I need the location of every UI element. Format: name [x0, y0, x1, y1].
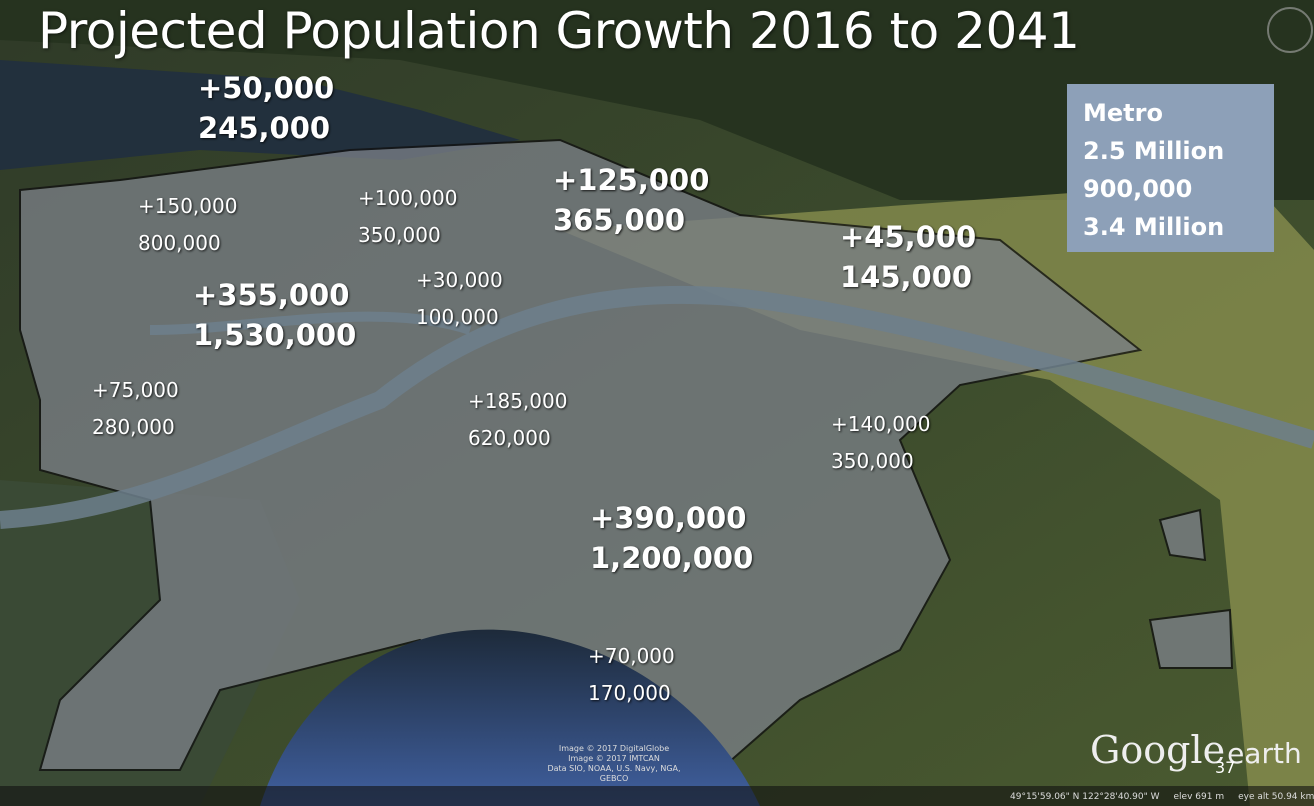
credits: Image © 2017 DigitalGlobe Image © 2017 I… — [534, 744, 694, 784]
region-population: 145,000 — [840, 260, 973, 294]
eye-altitude: eye alt 50.94 km — [1238, 792, 1314, 802]
region-growth: +30,000 — [416, 268, 503, 292]
credit: Data SIO, NOAA, U.S. Navy, NGA, GEBCO — [547, 764, 681, 783]
region-label: +100,000 350,000 — [358, 180, 457, 254]
region-label: +70,000 170,000 — [588, 638, 675, 712]
region-label: +390,000 1,200,000 — [590, 498, 753, 578]
region-label: +355,000 1,530,000 — [193, 275, 356, 355]
region-population: 350,000 — [831, 449, 914, 473]
region-growth: +125,000 — [553, 163, 710, 197]
region-growth: +100,000 — [358, 186, 458, 210]
logo-brand: Google — [1090, 728, 1226, 772]
farmland — [560, 180, 1314, 806]
status-bar: 49°15'59.06" N 122°28'40.90" W elev 691 m… — [1010, 792, 1314, 802]
region-growth: +150,000 — [138, 194, 238, 218]
credit: Image © 2017 IMTCAN — [568, 754, 660, 763]
region-label: +185,000 620,000 — [468, 383, 567, 457]
region-population: 350,000 — [358, 223, 441, 247]
region-growth: +45,000 — [840, 220, 977, 254]
region-growth: +390,000 — [590, 501, 747, 535]
urban-area — [1158, 508, 1207, 562]
elevation: elev 691 m — [1173, 792, 1225, 802]
logo-product: earth — [1227, 737, 1302, 770]
region-label: +140,000 350,000 — [831, 406, 930, 480]
coordinates: 49°15'59.06" N 122°28'40.90" W — [1010, 792, 1160, 802]
nav-control[interactable] — [1267, 7, 1313, 53]
urban-area — [1148, 608, 1234, 669]
region-growth: +70,000 — [588, 644, 675, 668]
region-label: +150,000 800,000 — [138, 188, 237, 262]
region-growth: +50,000 — [198, 71, 335, 105]
inlet — [0, 60, 520, 170]
mountains — [0, 0, 1314, 200]
status-bar-bg — [0, 786, 1314, 806]
region-growth: +140,000 — [831, 412, 931, 436]
region-population: 800,000 — [138, 231, 221, 255]
region-population: 1,530,000 — [193, 318, 357, 352]
river — [149, 311, 472, 335]
region-growth: +75,000 — [92, 378, 179, 402]
metro-label: Metro — [1083, 99, 1163, 127]
region-label: +30,000 100,000 — [416, 262, 503, 336]
region-population: 245,000 — [198, 111, 331, 145]
region-growth: +185,000 — [468, 389, 568, 413]
region-label: +75,000 280,000 — [92, 372, 179, 446]
river — [0, 285, 1314, 529]
region-population: 170,000 — [588, 681, 671, 705]
region-label: +50,000 245,000 — [198, 68, 334, 148]
metro-line: 900,000 — [1083, 175, 1193, 203]
metro-line: 2.5 Million — [1083, 137, 1225, 165]
region-population: 365,000 — [553, 203, 686, 237]
region-label: +45,000 145,000 — [840, 217, 976, 297]
region-population: 1,200,000 — [590, 541, 754, 575]
logo: Googleearth — [1090, 728, 1302, 772]
bay — [260, 629, 760, 806]
metro-box: Metro 2.5 Million 900,000 3.4 Million — [1067, 84, 1274, 252]
region-population: 280,000 — [92, 415, 175, 439]
title: Projected Population Growth 2016 to 2041 — [38, 2, 1080, 60]
region-label: +125,000 365,000 — [553, 160, 709, 240]
region-growth: +355,000 — [193, 278, 350, 312]
region-population: 620,000 — [468, 426, 551, 450]
metro-line: 3.4 Million — [1083, 213, 1225, 241]
credit: Image © 2017 DigitalGlobe — [558, 744, 670, 753]
page-number: 37 — [1215, 758, 1236, 777]
region-population: 100,000 — [416, 305, 499, 329]
